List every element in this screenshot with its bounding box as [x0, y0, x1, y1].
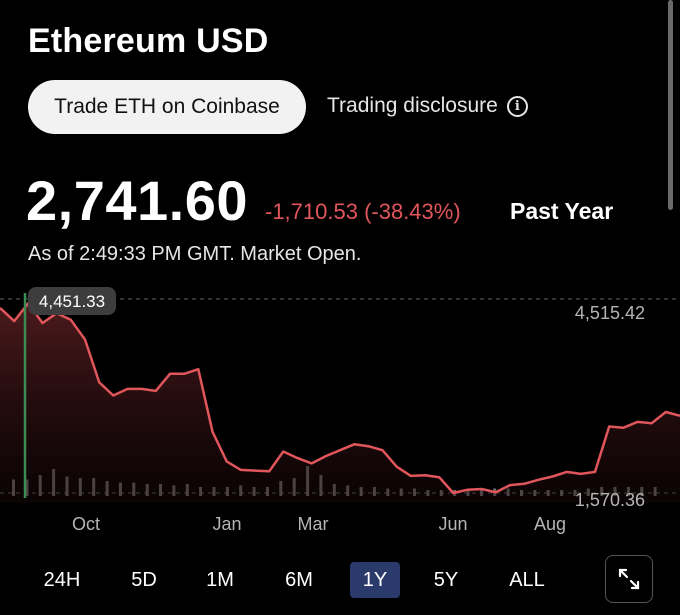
range-selector: 24H 5D 1M 6M 1Y 5Y ALL [0, 562, 600, 598]
x-tick-oct: Oct [72, 514, 100, 534]
range-24h[interactable]: 24H [36, 562, 88, 598]
x-tick-jan: Jan [212, 514, 241, 534]
trading-disclosure-link[interactable]: Trading disclosure i [327, 94, 528, 118]
as-of-timestamp: As of 2:49:33 PM GMT. Market Open. [28, 243, 362, 265]
price-change: -1,710.53 (-38.43%) [265, 199, 461, 224]
x-tick-jun: Jun [438, 514, 467, 534]
range-1m[interactable]: 1M [198, 562, 242, 598]
price-area [0, 303, 680, 503]
range-all[interactable]: ALL [500, 562, 554, 598]
tooltip-value: 4,451.33 [39, 292, 105, 311]
x-tick-mar: Mar [298, 514, 329, 534]
page-title: Ethereum USD [28, 22, 269, 60]
info-icon[interactable]: i [506, 95, 528, 117]
expand-arrows-icon [618, 568, 640, 590]
expand-button[interactable] [605, 555, 653, 603]
x-tick-aug: Aug [534, 514, 566, 534]
current-price: 2,741.60 [26, 169, 248, 232]
high-value-label: 4,515.42 [575, 303, 645, 323]
range-5d[interactable]: 5D [122, 562, 166, 598]
tooltip-box [28, 287, 116, 315]
low-value-label: 1,570.36 [575, 490, 645, 510]
range-5y[interactable]: 5Y [424, 562, 468, 598]
range-6m[interactable]: 6M [276, 562, 322, 598]
change-period: Past Year [510, 198, 614, 224]
range-1y[interactable]: 1Y [350, 562, 400, 598]
trade-eth-button[interactable]: Trade ETH on Coinbase [28, 80, 306, 134]
trading-disclosure-label: Trading disclosure [327, 94, 498, 117]
scrollbar[interactable] [668, 0, 673, 210]
price-line [0, 301, 680, 495]
price-chart[interactable]: 4,451.33 4,515.42 1,570.36 Oct Jan Mar J… [0, 283, 680, 543]
